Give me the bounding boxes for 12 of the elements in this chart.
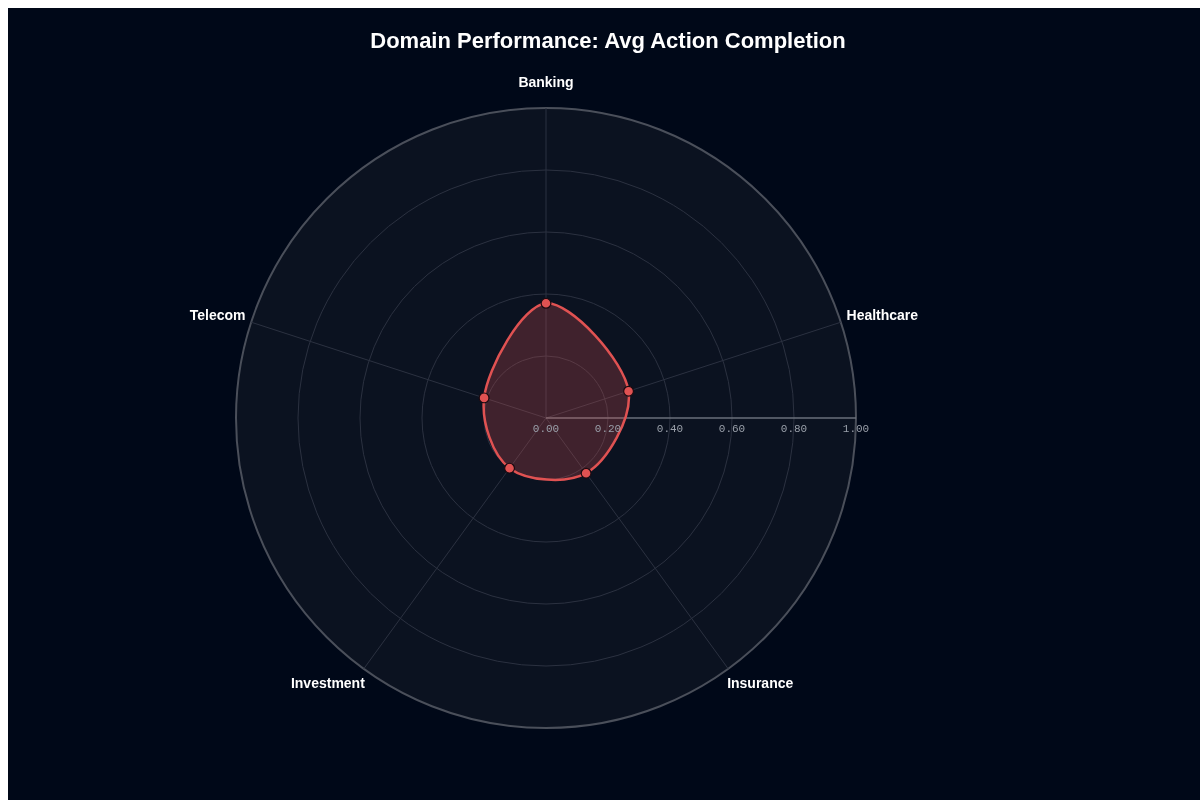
y-tick-label: 0.80: [780, 423, 808, 435]
spoke-label: Insurance: [727, 674, 794, 691]
chart-title: Domain Performance: Avg Action Completion: [370, 28, 846, 53]
y-tick-label: 0.20: [594, 423, 622, 435]
y-tick-label: 0.40: [656, 423, 684, 435]
y-tick-label: 0.60: [718, 423, 746, 435]
spoke-label: Investment: [290, 674, 366, 691]
spoke-label: Telecom: [189, 307, 246, 324]
y-tick-label: 1.00: [842, 423, 870, 435]
spoke-label: Banking: [518, 74, 574, 91]
y-tick-label: 0.00: [532, 423, 560, 435]
spoke-label: Healthcare: [846, 307, 919, 324]
